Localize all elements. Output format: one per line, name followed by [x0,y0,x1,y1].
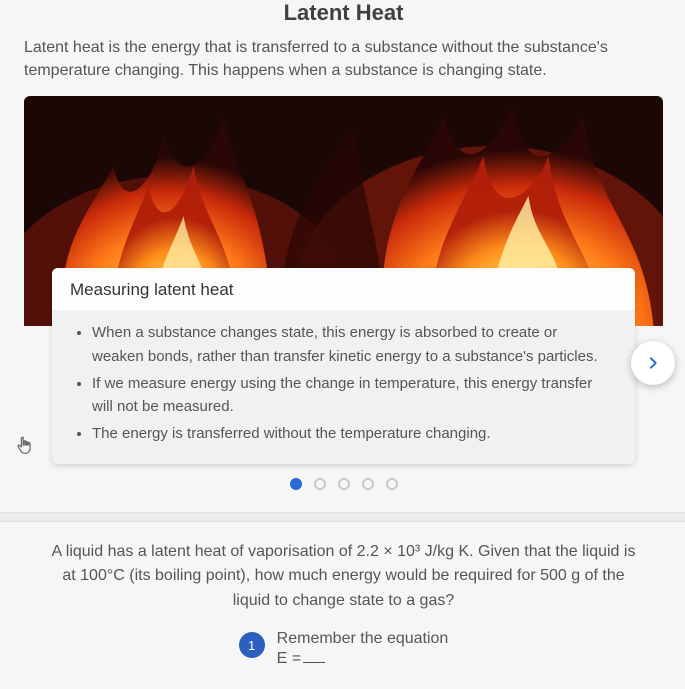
pagination-dot[interactable] [338,478,350,490]
pagination-dot[interactable] [314,478,326,490]
next-button[interactable] [631,341,675,385]
step-row: 1 Remember the equation E = [24,630,663,668]
step-number-badge: 1 [239,632,265,658]
bullet-list: When a substance changes state, this ene… [74,321,613,445]
lesson-card: Measuring latent heat When a substance c… [24,96,663,489]
pagination-dots [24,478,663,490]
panel-body: When a substance changes state, this ene… [52,311,635,455]
bullet-item: If we measure energy using the change in… [92,372,613,419]
section-divider [0,512,685,522]
step-label: Remember the equation [277,630,449,648]
equation-line: E = [277,650,449,668]
page-title: Latent Heat [24,0,663,26]
pagination-dot[interactable] [290,478,302,490]
chevron-right-icon [645,355,661,371]
panel-heading: Measuring latent heat [52,268,635,311]
pagination-dot[interactable] [386,478,398,490]
step-text: Remember the equation E = [277,630,449,668]
equation-blank[interactable] [303,662,325,663]
equation-lhs: E = [277,650,301,667]
info-panel: Measuring latent heat When a substance c… [52,268,635,463]
pagination-dot[interactable] [362,478,374,490]
pointer-cursor-icon [14,435,36,457]
intro-text: Latent heat is the energy that is transf… [24,36,663,82]
question-text: A liquid has a latent heat of vaporisati… [24,540,663,614]
bullet-item: The energy is transferred without the te… [92,422,613,445]
bullet-item: When a substance changes state, this ene… [92,321,613,368]
